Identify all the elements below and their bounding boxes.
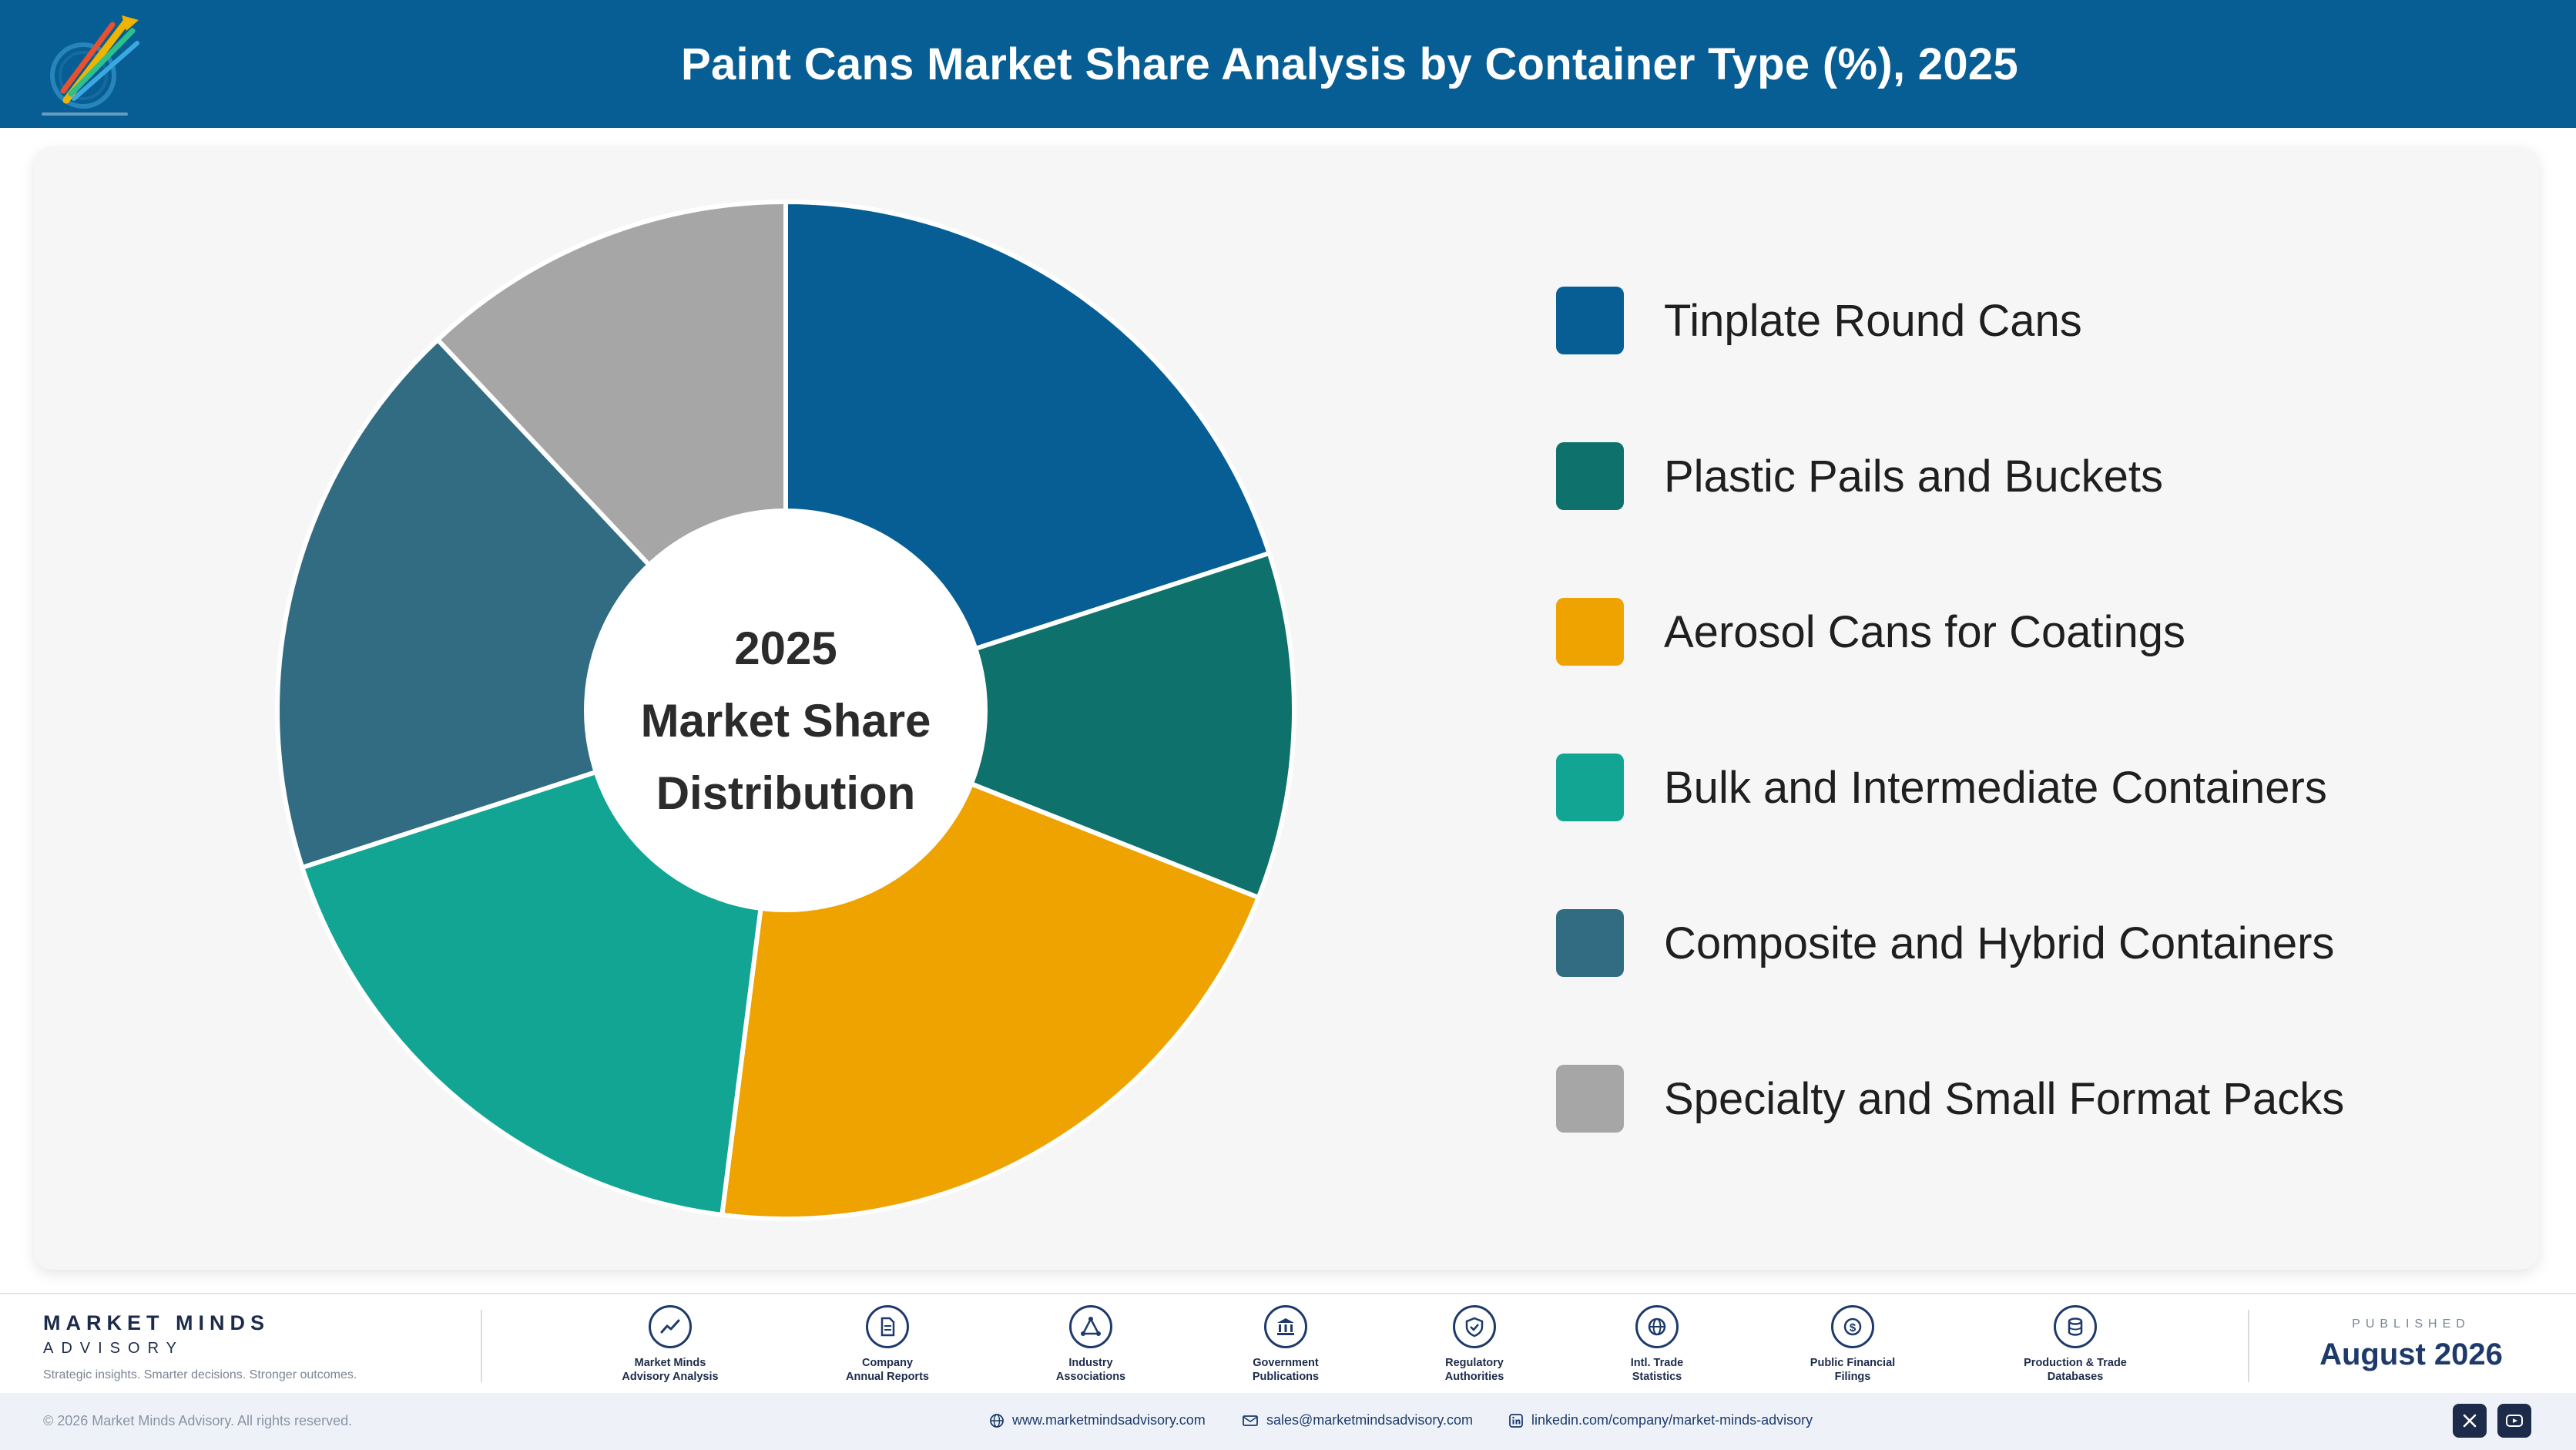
legend-label: Bulk and Intermediate Containers xyxy=(1664,762,2327,813)
center-label-line2: Market Share xyxy=(641,695,931,747)
bottom-bar: © 2026 Market Minds Advisory. All rights… xyxy=(0,1393,2576,1450)
source-item[interactable]: $ Public Financial Filings xyxy=(1768,1305,1937,1384)
network-icon xyxy=(1069,1305,1112,1348)
footer-brand: MARKET MINDS ADVISORY Strategic insights… xyxy=(43,1311,357,1382)
legend-swatch xyxy=(1556,598,1624,666)
mail-icon xyxy=(1243,1415,1258,1426)
source-item[interactable]: Production & Trade Databases xyxy=(1991,1305,2160,1384)
brand-name: MARKET MINDS xyxy=(43,1311,270,1334)
published-block: PUBLISHED August 2026 xyxy=(2249,1317,2573,1372)
source-item[interactable]: Company Annual Reports xyxy=(803,1305,972,1384)
linkedin-text: linkedin.com/company/market-minds-adviso… xyxy=(1531,1412,1813,1428)
legend-swatch xyxy=(1556,442,1624,510)
center-label-year: 2025 xyxy=(734,623,837,674)
header-bar: Paint Cans Market Share Analysis by Cont… xyxy=(0,0,2576,128)
legend-label: Composite and Hybrid Containers xyxy=(1664,918,2335,968)
page-title: Paint Cans Market Share Analysis by Cont… xyxy=(680,39,2019,89)
source-item[interactable]: Industry Associations xyxy=(1006,1305,1176,1384)
legend-item[interactable]: Tinplate Round Cans xyxy=(1556,287,2082,354)
legend-swatch xyxy=(1556,909,1624,977)
globe-icon xyxy=(1635,1305,1679,1348)
pie-slice-plastic-pails-and-buckets[interactable] xyxy=(783,551,1296,900)
source-item[interactable]: Government Publications xyxy=(1201,1305,1370,1384)
source-label: Intl. Trade Statistics xyxy=(1630,1357,1684,1383)
youtube-icon xyxy=(2506,1415,2523,1427)
legend-item[interactable]: Composite and Hybrid Containers xyxy=(1556,909,2334,977)
published-label: PUBLISHED xyxy=(2352,1317,2470,1331)
globe-icon xyxy=(990,1413,1004,1428)
source-label: Industry Associations xyxy=(1055,1357,1126,1383)
copyright-text: © 2026 Market Minds Advisory. All rights… xyxy=(43,1413,353,1428)
legend-item[interactable]: Aerosol Cans for Coatings xyxy=(1556,598,2185,666)
source-label: Regulatory Authorities xyxy=(1444,1357,1504,1383)
source-label: Government Publications xyxy=(1252,1357,1320,1383)
brand-tagline: Strategic insights. Smarter decisions. S… xyxy=(43,1368,357,1381)
legend-label: Plastic Pails and Buckets xyxy=(1664,451,2163,502)
source-item[interactable]: Regulatory Authorities xyxy=(1390,1305,1559,1384)
x-social-button[interactable] xyxy=(2453,1404,2487,1438)
footer-divider xyxy=(481,1310,482,1382)
database-icon xyxy=(2054,1305,2097,1348)
legend-swatch xyxy=(1556,754,1624,821)
legend-label: Specialty and Small Format Packs xyxy=(1664,1073,2345,1124)
document-icon xyxy=(866,1305,909,1348)
legend-swatch xyxy=(1556,1065,1624,1133)
footer-divider xyxy=(2248,1310,2249,1382)
legend-swatch xyxy=(1556,287,1624,354)
legend-item[interactable]: Bulk and Intermediate Containers xyxy=(1556,754,2327,821)
youtube-social-button[interactable] xyxy=(2497,1404,2531,1438)
source-item[interactable]: Intl. Trade Statistics xyxy=(1572,1305,1742,1384)
x-logo-icon xyxy=(2463,1414,2477,1428)
website-text: www.marketmindsadvisory.com xyxy=(1012,1412,1206,1428)
dollar-coin-icon: $ xyxy=(1831,1305,1874,1348)
svg-text:$: $ xyxy=(1850,1321,1857,1334)
source-label: Public Financial Filings xyxy=(1810,1357,1896,1383)
source-label: Production & Trade Databases xyxy=(2024,1357,2127,1383)
footer-band: MARKET MINDS ADVISORY Strategic insights… xyxy=(0,1293,2576,1393)
brand-subtitle: ADVISORY xyxy=(43,1340,184,1357)
donut-hole xyxy=(584,509,988,912)
government-building-icon xyxy=(1264,1305,1307,1348)
email-link[interactable]: sales@marketmindsadvisory.com xyxy=(1242,1412,1473,1428)
linkedin-icon xyxy=(1509,1413,1523,1428)
legend-item[interactable]: Plastic Pails and Buckets xyxy=(1556,442,2163,510)
legend-item[interactable]: Specialty and Small Format Packs xyxy=(1556,1065,2344,1133)
center-label-line3: Distribution xyxy=(656,767,916,819)
company-logo-icon[interactable] xyxy=(35,8,151,123)
source-item[interactable]: Market Minds Advisory Analysis xyxy=(585,1305,755,1384)
source-label: Company Annual Reports xyxy=(846,1357,929,1383)
website-link[interactable]: www.marketmindsadvisory.com xyxy=(989,1412,1206,1428)
legend-label: Aerosol Cans for Coatings xyxy=(1664,606,2185,657)
shield-check-icon xyxy=(1453,1305,1496,1348)
chart-icon xyxy=(649,1305,692,1348)
source-label: Market Minds Advisory Analysis xyxy=(622,1357,719,1383)
email-text: sales@marketmindsadvisory.com xyxy=(1266,1412,1474,1428)
published-date: August 2026 xyxy=(2319,1338,2503,1371)
legend-label: Tinplate Round Cans xyxy=(1664,295,2082,346)
linkedin-link[interactable]: linkedin.com/company/market-minds-adviso… xyxy=(1508,1412,1813,1428)
